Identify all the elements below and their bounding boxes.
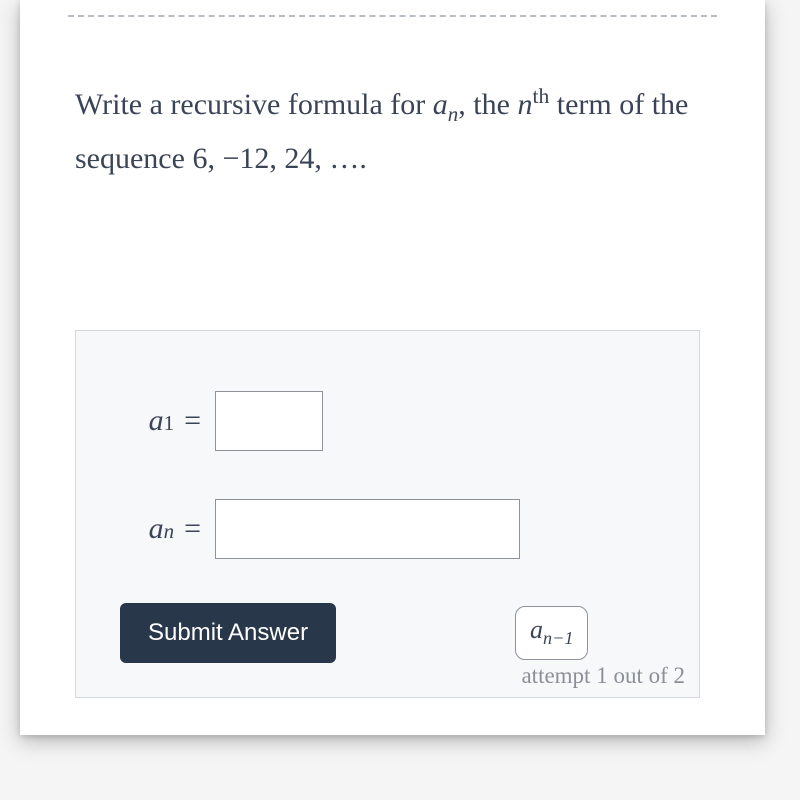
row-an: an = xyxy=(120,499,520,559)
label-an-eq: = xyxy=(184,512,201,546)
token-sub: n−1 xyxy=(543,628,573,648)
q-sup-th: th xyxy=(532,84,549,108)
dashed-divider xyxy=(68,15,717,17)
attempt-counter: attempt 1 out of 2 xyxy=(521,663,685,689)
label-a1-a: a xyxy=(149,404,164,438)
answer-panel: a1 = an = Submit Answer an−1 attempt 1 o… xyxy=(75,330,700,698)
input-an[interactable] xyxy=(215,499,520,559)
q-var-n: n xyxy=(517,88,532,121)
input-a1[interactable] xyxy=(215,391,323,451)
q-sub-n: n xyxy=(448,102,459,126)
question-text: Write a recursive formula for an, the nt… xyxy=(75,78,705,185)
q-var-a: a xyxy=(433,88,448,121)
label-an: an = xyxy=(120,512,215,546)
q-prefix: Write a recursive formula for xyxy=(75,88,433,121)
label-a1-sub: 1 xyxy=(164,411,175,436)
label-an-a: a xyxy=(149,512,164,546)
token-an-minus-1-button[interactable]: an−1 xyxy=(515,606,588,660)
token-a: a xyxy=(530,615,543,644)
label-a1: a1 = xyxy=(120,404,215,438)
q-period: . xyxy=(359,142,367,175)
submit-button[interactable]: Submit Answer xyxy=(120,603,336,663)
question-card: Write a recursive formula for an, the nt… xyxy=(20,0,765,735)
q-mid1: , the xyxy=(458,88,517,121)
label-a1-eq: = xyxy=(184,404,201,438)
label-an-sub: n xyxy=(164,519,175,544)
q-sequence: 6, −12, 24, … xyxy=(192,142,359,175)
row-a1: a1 = xyxy=(120,391,323,451)
submit-row: Submit Answer an−1 xyxy=(120,603,336,663)
